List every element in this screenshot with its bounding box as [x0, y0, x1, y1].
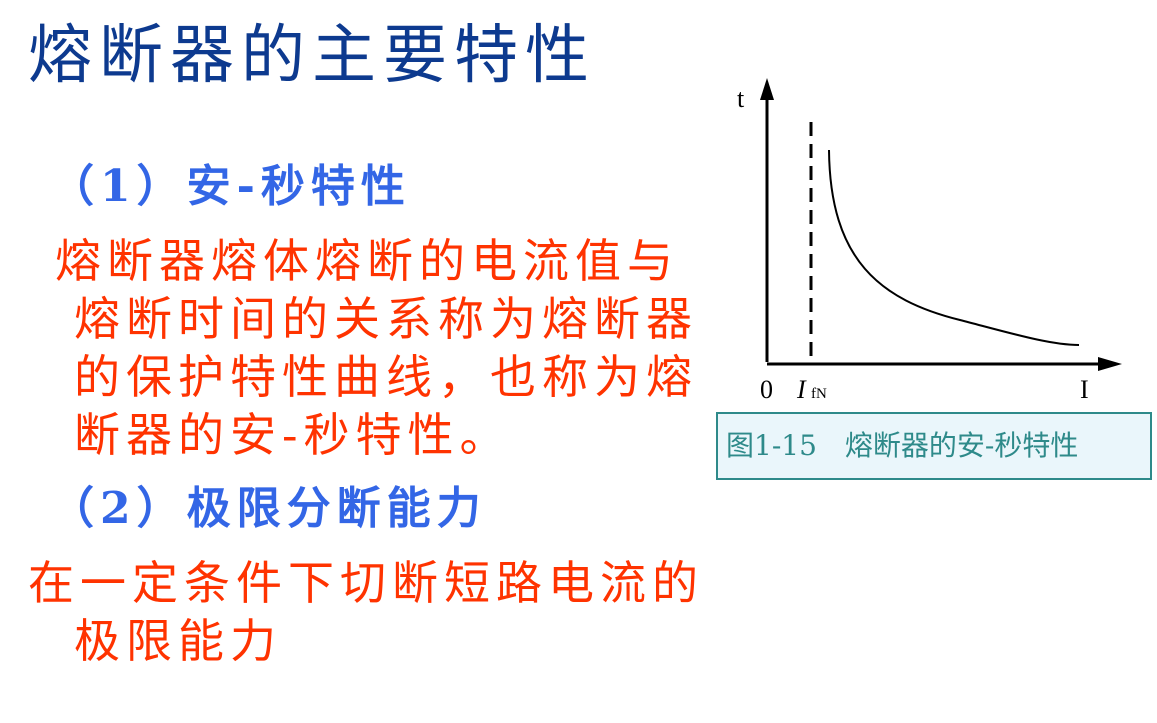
y-axis-arrow-icon — [760, 78, 774, 100]
figure-caption: 图1-15 熔断器的安-秒特性 — [716, 412, 1152, 480]
body-line: 熔断器熔体熔断的电流值与 — [55, 234, 679, 288]
page-title: 熔断器的主要特性 — [28, 19, 596, 93]
body-line: 在一定条件下切断短路电流的 — [28, 556, 704, 610]
body-line: 断器的安-秒特性。 — [74, 408, 512, 462]
x-axis-label: I — [1080, 375, 1089, 404]
body-line: 的保护特性曲线，也称为熔 — [74, 350, 698, 404]
ifn-label: I — [796, 375, 807, 404]
section-heading-2: （2）极限分断能力 — [50, 483, 487, 534]
y-axis-label: t — [737, 84, 745, 113]
time-current-curve — [828, 149, 1080, 346]
section-heading-1: （1）安-秒特性 — [50, 161, 411, 212]
body-line: 极限能力 — [74, 614, 282, 668]
x-axis-arrow-icon — [1098, 357, 1122, 371]
body-line: 熔断时间的关系称为熔断器 — [74, 292, 698, 346]
ifn-subscript: fN — [811, 386, 827, 402]
origin-label: 0 — [760, 375, 773, 404]
